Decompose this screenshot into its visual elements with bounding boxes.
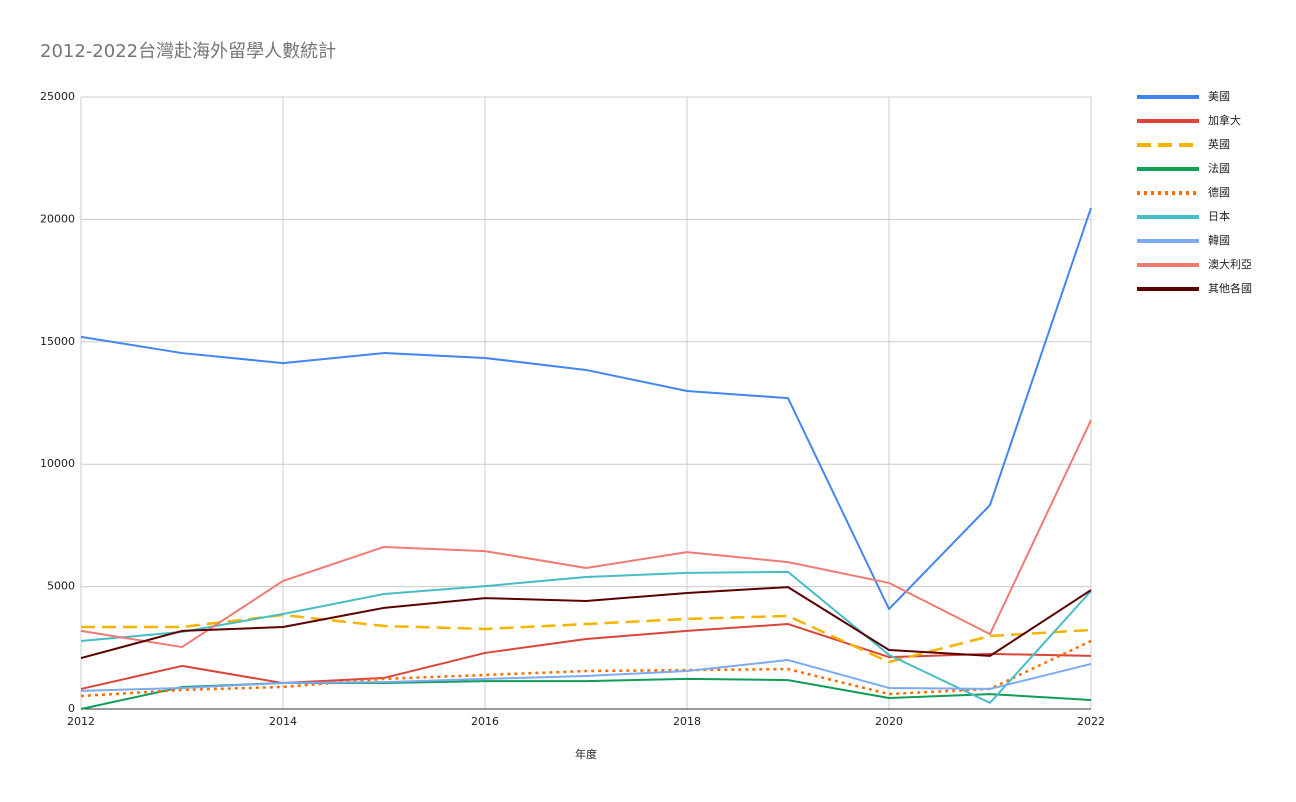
legend-label: 德國 (1208, 185, 1230, 199)
y-tick-label: 10000 (40, 457, 75, 470)
legend-label: 其他各國 (1208, 281, 1252, 295)
y-tick-label: 5000 (47, 580, 75, 593)
series-line (80, 419, 1092, 649)
x-tick-label: 2022 (1077, 715, 1105, 728)
legend-label: 澳大利亞 (1208, 257, 1252, 271)
y-tick-label: 20000 (40, 212, 75, 225)
chart-title: 2012-2022台灣赴海外留學人數統計 (40, 41, 336, 62)
legend-label: 法國 (1208, 161, 1230, 175)
legend-label: 韓國 (1208, 234, 1230, 247)
legend-label: 加拿大 (1208, 113, 1241, 127)
series-line (80, 623, 1092, 690)
x-tick-label: 2016 (471, 715, 499, 728)
legend-label: 美國 (1208, 90, 1230, 103)
y-tick-label: 15000 (40, 335, 75, 348)
y-tick-label: 25000 (40, 90, 75, 103)
y-tick-label: 0 (68, 702, 75, 715)
series-line (80, 570, 1092, 704)
x-tick-label: 2014 (269, 715, 297, 728)
legend-label: 日本 (1208, 209, 1230, 223)
series-line (80, 659, 1092, 692)
x-tick-label: 2012 (67, 715, 95, 728)
series-line (80, 207, 1092, 610)
x-tick-label: 2018 (673, 715, 701, 728)
legend-label: 英國 (1208, 137, 1230, 151)
x-axis-label: 年度 (575, 747, 597, 761)
series-line (80, 639, 1092, 698)
series-line (80, 586, 1092, 660)
x-tick-label: 2020 (875, 715, 903, 728)
